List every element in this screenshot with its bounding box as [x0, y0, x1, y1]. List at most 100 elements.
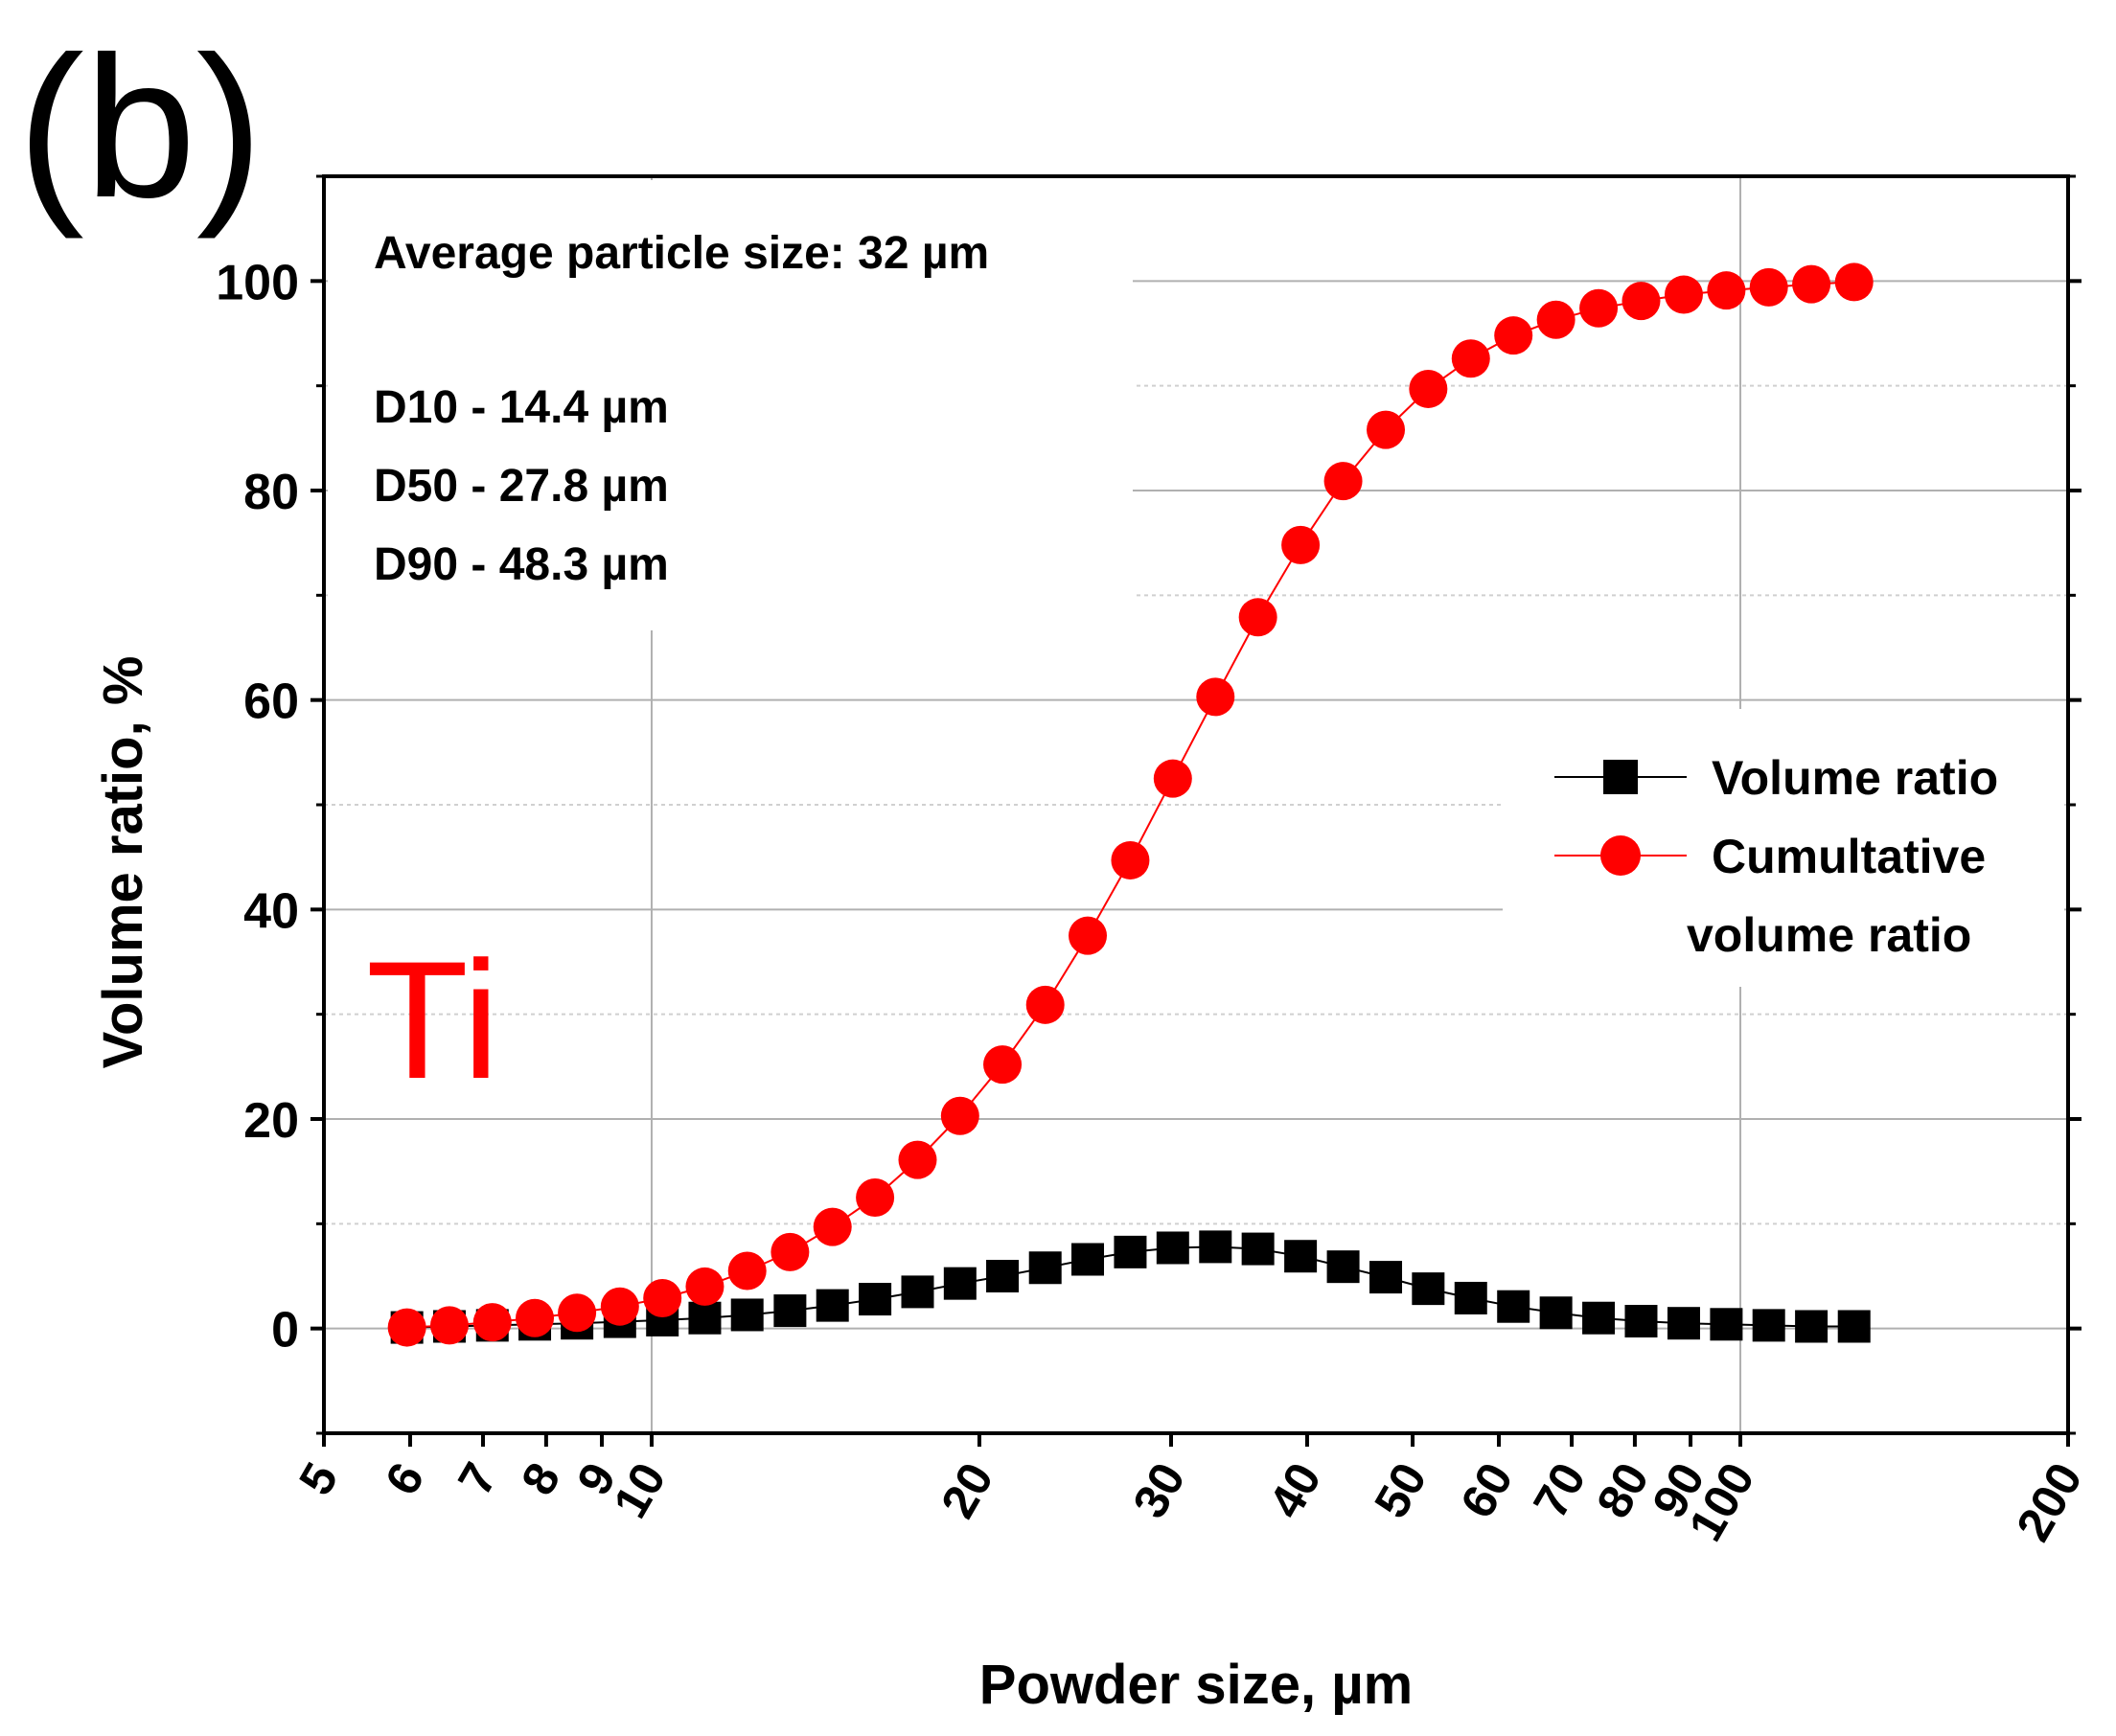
cumulative-point — [1749, 267, 1788, 307]
d50-annotation: D50 - 27.8 µm — [374, 461, 669, 512]
cumulative-point — [1622, 282, 1661, 321]
y-tick-label: 0 — [271, 1303, 299, 1359]
cumulative-point — [1451, 339, 1490, 378]
volume-ratio-point — [730, 1298, 764, 1332]
gridlines — [324, 175, 2068, 1433]
cumulative-point — [643, 1278, 682, 1317]
x-tick-label: 50 — [1364, 1454, 1437, 1527]
x-tick-label: 5 — [288, 1454, 348, 1504]
volume-ratio-point — [1624, 1305, 1658, 1338]
legend-cumulative-label-line1: Cumultative — [1712, 830, 1986, 883]
volume-ratio-point — [688, 1301, 722, 1335]
x-tick-label: 30 — [1122, 1454, 1195, 1527]
panel-label: (b) — [17, 14, 264, 240]
volume-ratio-point — [1497, 1290, 1530, 1323]
volume-ratio-point — [943, 1267, 977, 1300]
volume-ratio-point — [1156, 1231, 1189, 1265]
cumulative-point — [516, 1298, 555, 1337]
volume-ratio-point — [1795, 1310, 1828, 1343]
x-tick-label: 70 — [1523, 1454, 1596, 1527]
cumulative-point — [1196, 677, 1235, 717]
cumulative-point — [472, 1303, 512, 1342]
axis-ticks — [310, 174, 2082, 1447]
x-tick-label: 200 — [2006, 1454, 2092, 1550]
cumulative-point — [1409, 369, 1448, 408]
volume-ratio-point — [1199, 1230, 1232, 1264]
x-tick-label: 40 — [1258, 1454, 1331, 1527]
legend-cumulative-marker — [1600, 835, 1641, 876]
cumulative-point — [983, 1045, 1023, 1085]
cumulative-point — [429, 1306, 469, 1345]
legend-background — [1503, 709, 2064, 987]
volume-ratio-point — [1071, 1243, 1105, 1276]
cumulative-point — [1025, 985, 1065, 1024]
cumulative-point — [1707, 271, 1746, 310]
volume-ratio-point — [816, 1289, 849, 1322]
x-axis-title: Powder size, µm — [979, 1654, 1413, 1716]
x-tick-label: 6 — [375, 1454, 434, 1504]
volume-ratio-point — [1412, 1272, 1445, 1306]
series-plot — [387, 263, 1874, 1347]
x-tick-label: 20 — [931, 1454, 1003, 1527]
volume-ratio-point — [986, 1260, 1020, 1292]
annotation-background — [328, 180, 1133, 630]
cumulative-point — [1579, 288, 1619, 328]
volume-ratio-point — [859, 1283, 892, 1316]
average-size-annotation: Average particle size: 32 µm — [374, 228, 989, 279]
legend-cumulative-label-line2: volume ratio — [1687, 908, 1971, 962]
cumulative-point — [1792, 264, 1831, 304]
volume-ratio-point — [1369, 1261, 1403, 1294]
d90-annotation: D90 - 48.3 µm — [374, 539, 669, 590]
cumulative-point — [1281, 525, 1321, 564]
cumulative-point — [940, 1096, 979, 1135]
cumulative-point — [898, 1140, 937, 1179]
y-tick-label: 20 — [243, 1093, 299, 1149]
volume-ratio-point — [1114, 1235, 1147, 1268]
volume-ratio-point — [1752, 1309, 1785, 1342]
cumulative-point — [727, 1251, 767, 1291]
cumulative-point — [856, 1178, 895, 1217]
x-tick-label: 8 — [511, 1454, 570, 1504]
volume-ratio-point — [1539, 1296, 1573, 1330]
material-label: Ti — [366, 927, 499, 1114]
x-tick-label: 10 — [603, 1454, 676, 1527]
legend-volume-label: Volume ratio — [1712, 751, 1998, 805]
volume-ratio-point — [1710, 1308, 1743, 1341]
volume-ratio-point — [1582, 1301, 1616, 1335]
y-tick-labels: 0 20 40 60 80 100 — [216, 255, 299, 1358]
cumulative-point — [1238, 598, 1277, 637]
cumulative-point — [813, 1207, 852, 1246]
volume-ratio-point — [1837, 1310, 1871, 1343]
volume-ratio-point — [901, 1275, 934, 1309]
y-axis-title: Volume ratio, % — [92, 656, 154, 1069]
cumulative-point — [1536, 300, 1576, 339]
volume-ratio-point — [1028, 1251, 1062, 1285]
volume-ratio-point — [1326, 1250, 1360, 1284]
cumulative-point — [558, 1293, 597, 1333]
cumulative-point — [1834, 263, 1874, 302]
cumulative-point — [600, 1287, 639, 1326]
cumulative-point — [1323, 462, 1363, 501]
cumulative-point — [1153, 759, 1192, 798]
legend-volume-marker — [1603, 760, 1638, 794]
x-tick-label: 7 — [448, 1454, 507, 1504]
y-tick-label: 60 — [243, 674, 299, 730]
volume-ratio-point — [1667, 1307, 1700, 1340]
y-tick-label: 40 — [243, 883, 299, 939]
y-tick-label: 100 — [216, 255, 299, 310]
cumulative-point — [1664, 275, 1703, 314]
x-tick-label: 60 — [1450, 1454, 1523, 1527]
cumulative-point — [1494, 316, 1533, 355]
volume-ratio-point — [1241, 1232, 1275, 1266]
volume-ratio-point — [1284, 1240, 1318, 1273]
cumulative-point — [685, 1267, 724, 1306]
volume-ratio-point — [773, 1294, 807, 1328]
legend: Volume ratio Cumultative volume ratio — [1554, 751, 1998, 962]
d10-annotation: D10 - 14.4 µm — [374, 382, 669, 433]
cumulative-point — [1367, 410, 1406, 449]
cumulative-point — [387, 1308, 426, 1347]
cumulative-point — [1069, 916, 1108, 955]
y-tick-label: 80 — [243, 465, 299, 520]
